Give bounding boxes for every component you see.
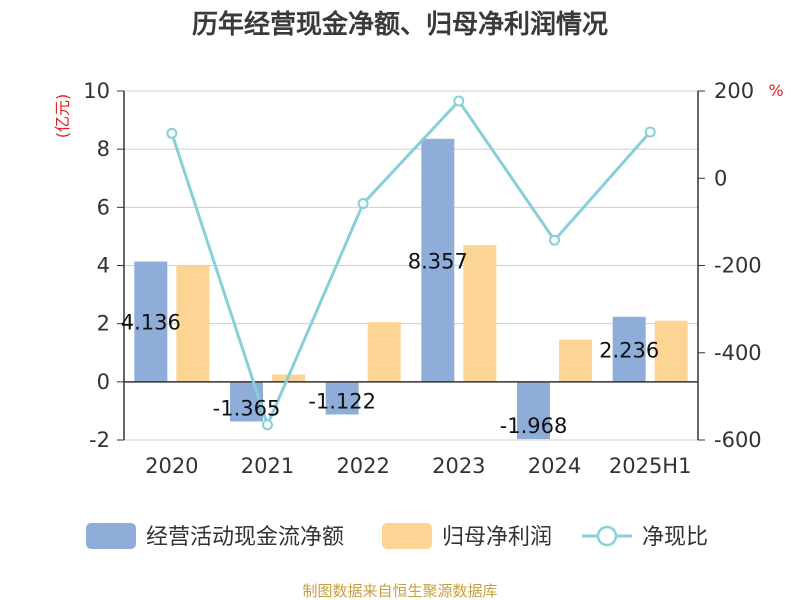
legend-label-ratio: 净现比: [642, 525, 708, 550]
left-tick-label: 4: [97, 254, 110, 278]
source-note: 制图数据来自恒生聚源数据库: [302, 582, 497, 600]
legend: 经营活动现金流净额 归母净利润 净现比: [86, 523, 708, 550]
chart-title: 历年经营现金净额、归母净利润情况: [192, 9, 608, 40]
cashflow-value-label: 4.136: [121, 311, 181, 335]
ratio-point: [262, 419, 273, 431]
cashflow-bar: [134, 261, 168, 382]
ratio-point: [549, 234, 560, 246]
cashflow-bar: [325, 381, 359, 415]
x-tick-label: 2025H1: [609, 454, 692, 478]
legend-label-net-profit: 归母净利润: [442, 525, 552, 550]
right-axis-unit: %: [768, 81, 783, 100]
net-profit-bar: [367, 322, 401, 382]
right-axis-ticks: -600 -400 -200 0 200: [698, 79, 762, 452]
x-tick-label: 2022: [336, 454, 389, 478]
left-tick-label: -2: [89, 428, 110, 452]
x-tick-label: 2021: [241, 454, 294, 478]
x-tick-label: 2023: [432, 454, 485, 478]
left-axis-unit: (亿元): [53, 94, 72, 139]
left-tick-label: 10: [83, 79, 110, 103]
axes: [123, 91, 699, 440]
bar-labels: 4.136 -1.365 -1.122 8.357 -1.968 2.236: [121, 249, 659, 438]
left-tick-label: 2: [97, 312, 110, 336]
x-tick-label: 2024: [528, 454, 581, 478]
ratio-point: [166, 127, 178, 139]
cashflow-value-label: -1.365: [213, 397, 281, 421]
cashflow-value-label: -1.968: [500, 414, 568, 438]
legend-swatch-net-profit: [382, 523, 432, 549]
right-tick-label: 200: [714, 79, 754, 103]
left-axis-ticks: -2 0 2 4 6 8 10: [83, 79, 124, 452]
right-tick-label: 0: [714, 166, 727, 190]
cashflow-bar: [421, 138, 455, 382]
legend-swatch-cashflow: [86, 523, 136, 549]
cashflow-bar: [230, 381, 263, 422]
left-tick-label: 6: [97, 195, 110, 219]
cashflow-value-label: 8.357: [408, 249, 468, 273]
cashflow-bar: [517, 381, 550, 440]
ratio-point: [644, 126, 656, 138]
net-profit-bar: [463, 245, 497, 382]
x-axis-ticks: 2020 2021 2022 2023 2024 2025H1: [145, 454, 691, 478]
left-tick-label: 0: [97, 370, 110, 394]
legend-label-cashflow: 经营活动现金流净额: [146, 525, 344, 550]
ratio-point: [357, 198, 369, 210]
ratio-line: [166, 95, 656, 431]
legend-swatch-ratio-marker: [596, 525, 618, 547]
x-tick-label: 2020: [145, 454, 198, 478]
ratio-point: [453, 95, 465, 107]
cashflow-value-label: 2.236: [599, 338, 659, 362]
left-tick-label: 8: [97, 137, 110, 161]
net-profit-bar: [654, 320, 688, 382]
net-profit-bar: [176, 265, 210, 382]
cashflow-bar: [612, 316, 646, 382]
bars: [134, 138, 688, 440]
gridlines: [124, 90, 698, 441]
right-tick-label: -600: [714, 428, 762, 452]
right-tick-label: -400: [714, 341, 762, 365]
right-tick-label: -200: [714, 254, 762, 278]
ratio-polyline: [170, 99, 652, 427]
net-profit-bar: [559, 339, 592, 382]
cashflow-value-label: -1.122: [308, 389, 376, 413]
